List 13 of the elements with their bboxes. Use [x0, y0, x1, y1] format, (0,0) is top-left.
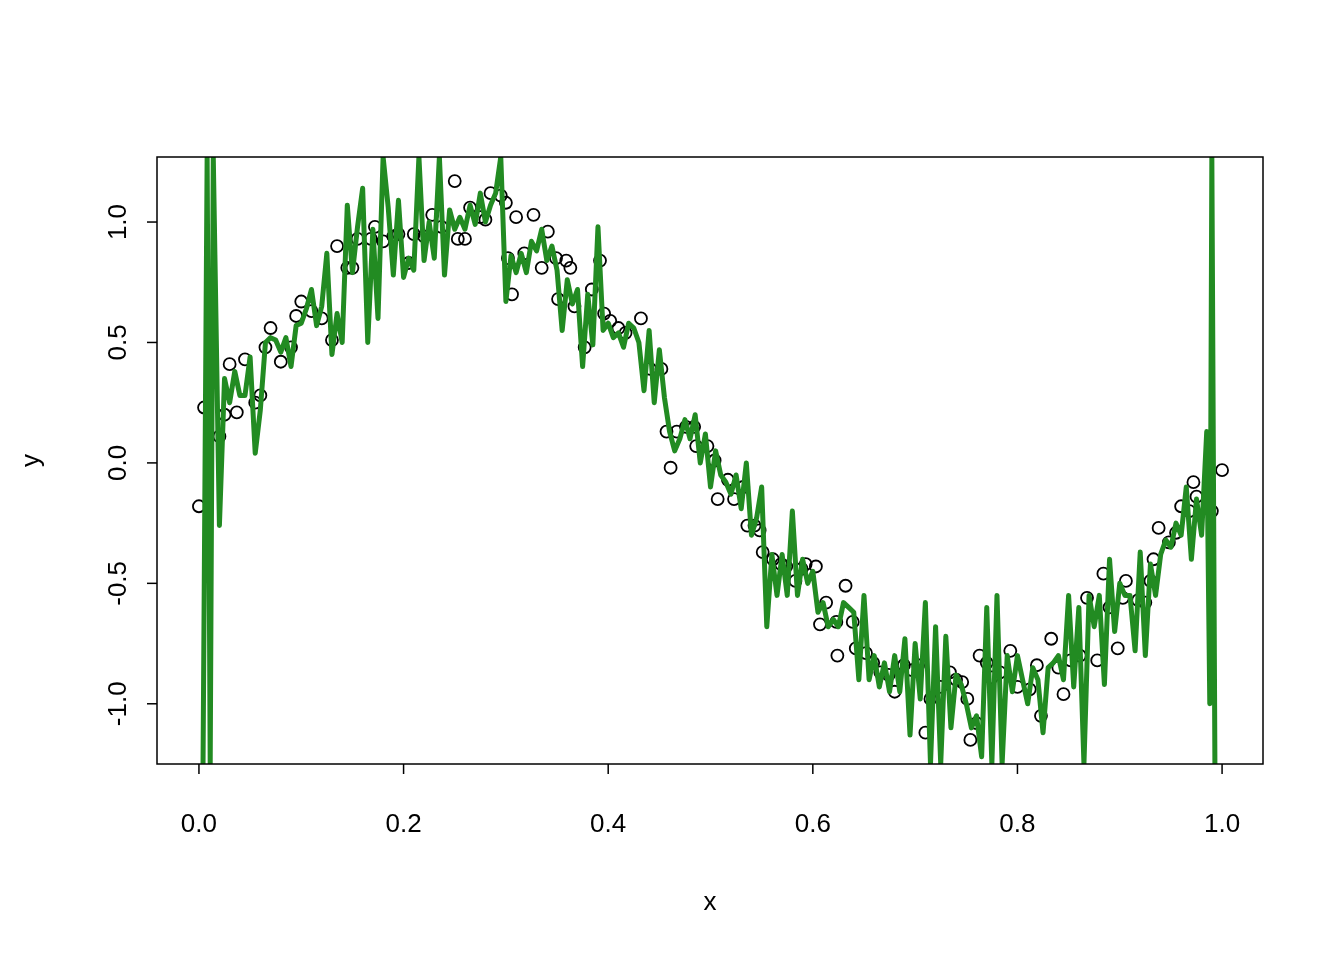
x-tick-label: 0.0 — [180, 808, 218, 838]
y-tick-label: 0.5 — [101, 324, 132, 361]
x-tick-label: 1.0 — [1204, 808, 1241, 838]
x-axis-title: x — [703, 886, 717, 916]
x-tick-label: 0.4 — [590, 808, 627, 838]
x-tick-label: 0.2 — [385, 808, 422, 838]
y-tick-label: 1.0 — [101, 203, 132, 241]
x-tick-label: 0.8 — [999, 808, 1036, 838]
y-axis-title: y — [14, 454, 45, 467]
y-tick-label: 0.0 — [101, 444, 132, 481]
y-tick-label: -0.5 — [101, 560, 132, 606]
y-tick-label: -1.0 — [101, 681, 132, 727]
x-tick-label: 0.6 — [794, 808, 831, 838]
